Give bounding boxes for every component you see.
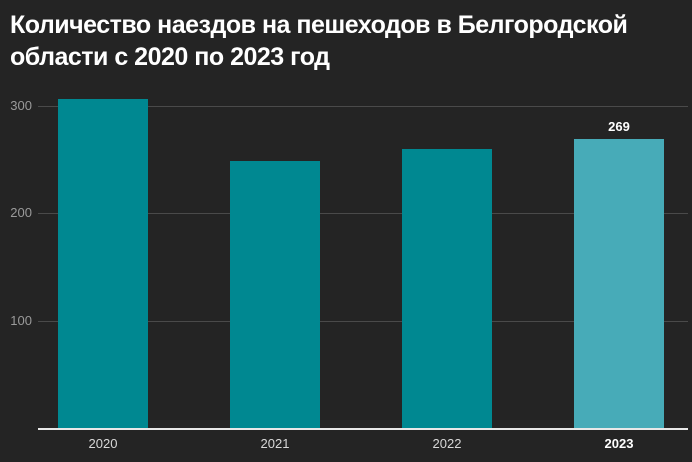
gridline-200 [38,213,688,214]
x-label-2021: 2021 [260,436,290,451]
x-label-2023: 2023 [604,436,634,451]
chart-title: Количество наездов на пешеходов в Белгор… [10,11,628,71]
bar-2020[interactable] [58,99,148,429]
gridline-300 [38,106,688,107]
y-tick-100: 100 [10,313,32,328]
x-label-2020: 2020 [88,436,118,451]
bar-2023[interactable] [574,139,664,429]
bar-2021[interactable] [230,161,320,429]
x-label-2022: 2022 [432,436,462,451]
bar-2022[interactable] [402,149,492,429]
y-tick-200: 200 [10,205,32,220]
x-axis-line [38,428,688,430]
y-tick-300: 300 [10,98,32,113]
value-label-2023: 269 [608,119,630,134]
gridline-100 [38,321,688,322]
